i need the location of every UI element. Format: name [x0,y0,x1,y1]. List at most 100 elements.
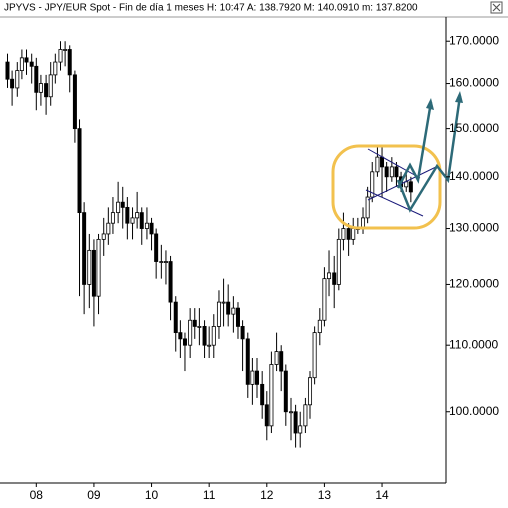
candle-body [77,128,82,214]
y-tick-label: 170.0000 [449,33,499,47]
close-button[interactable] [490,1,503,14]
arrow-head [455,91,463,103]
candle-body [207,344,212,347]
candle-body [120,201,125,208]
y-tick-label: 140.0000 [449,169,499,183]
trend-line [367,165,439,201]
x-tick-label: 08 [30,488,44,502]
candle-body [38,83,43,93]
candle-body [317,319,322,334]
candles [5,41,413,448]
candle-body [19,57,24,71]
candle-body [264,404,269,427]
candle-body [298,425,303,434]
candle-body [260,383,265,406]
candle-body [226,301,231,315]
y-tick-label: 100.0000 [449,404,499,418]
candle-body [144,222,149,229]
candle-body [63,49,68,51]
candle-body [168,261,173,303]
candle-body [135,212,140,219]
candle-body [188,319,193,346]
x-tick-label: 14 [375,488,389,502]
x-tick-label: 09 [87,488,101,502]
candle-body [106,222,111,235]
candle-body [332,272,337,285]
candle-body [274,351,279,365]
x-tick-label: 11 [203,488,216,502]
candle-body [154,233,159,262]
candle-body [48,74,53,98]
candle-body [67,49,72,76]
candle-body [336,238,341,285]
candle-body [384,166,389,178]
trend-line [365,189,424,217]
candle-body [370,171,375,198]
candle-body [279,351,284,372]
candle-body [87,249,92,285]
candle-body [91,249,96,297]
candle-body [254,370,259,385]
candle-body [149,222,154,235]
candle-body [34,65,39,93]
candle-body [288,411,293,414]
annotations [331,91,463,230]
x-tick-label: 12 [260,488,274,502]
candle-body [192,319,197,327]
candle-body [101,233,106,240]
forecast-arrow [396,95,462,213]
candle-body [173,301,178,334]
candle-body [231,307,236,315]
x-tick-label: 13 [318,488,332,502]
x-tick-label: 10 [145,488,159,502]
candle-body [10,78,15,89]
candle-body [408,181,413,193]
candle-body [346,228,351,240]
candle-body [380,156,385,168]
candle-body [139,212,144,229]
candle-body [404,181,409,188]
candle-body [303,404,308,427]
candle-body [211,326,216,346]
candle-body [159,261,164,263]
candle-body [197,326,202,328]
y-tick-label: 110.0000 [449,337,498,351]
candle-body [216,301,221,327]
close-icon[interactable] [492,3,501,12]
candle-body [163,261,168,263]
forecast-arrow [396,101,433,189]
candle-body [24,57,29,63]
candle-body [182,338,187,346]
candle-body [375,156,380,173]
candle-body [178,332,183,340]
y-tick-label: 130.0000 [449,221,499,235]
candle-body [394,166,399,178]
candle-body [44,83,49,98]
candle-body [221,301,226,304]
arrow-head [426,98,434,110]
candle-body [341,228,346,240]
candle-body [322,278,327,321]
candle-body [389,166,394,178]
candle-body [235,307,240,327]
candle-body [269,364,274,427]
candle-body [110,212,115,224]
candle-body [240,326,245,340]
candle-body [202,326,207,346]
candle-body [5,61,10,80]
candle-body [116,201,121,214]
candle-body [293,411,298,434]
candle-body [283,370,288,413]
candle-body [250,370,255,385]
candle-body [82,212,87,285]
candle-body [29,61,34,67]
candle-body [72,74,77,130]
candle-body [245,338,250,385]
trend-line [367,148,421,179]
y-tick-label: 150.0000 [449,121,499,135]
candle-body [308,377,313,406]
candle-body [125,206,130,224]
highlight-box [331,144,442,230]
candle-body [312,332,317,379]
